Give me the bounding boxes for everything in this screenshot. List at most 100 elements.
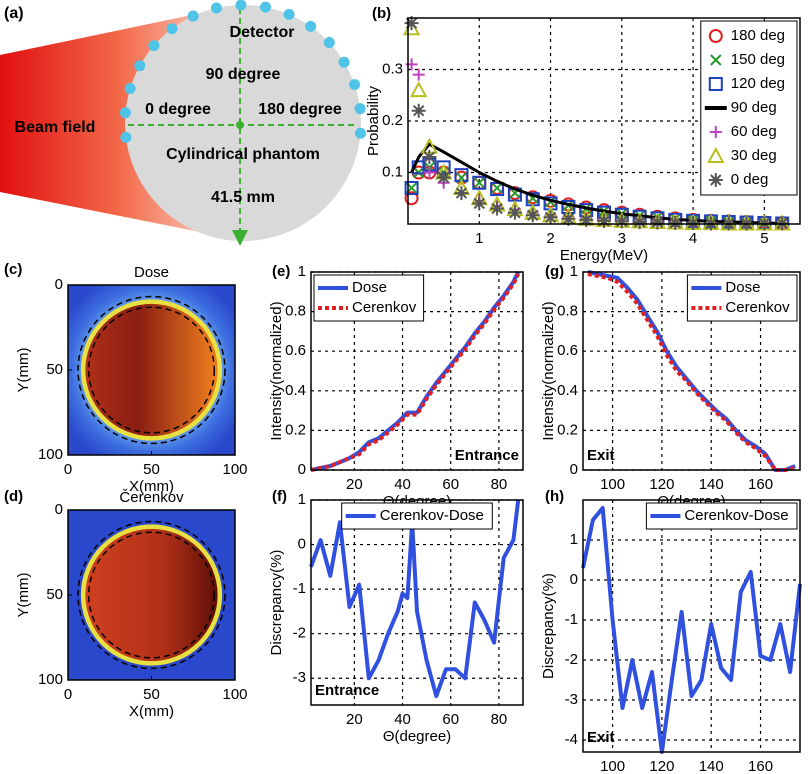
data-point [491,182,503,194]
legend-marker [708,173,723,187]
legend-label: 30 deg [731,147,777,164]
data-point [632,214,647,229]
y-tick-label: 0 [55,501,63,518]
x-tick-label: 50 [143,686,160,703]
legend-label: Cerenkov [725,299,790,316]
label: 41.5 mm [211,189,275,206]
contour [77,295,226,445]
y-axis-label: Intensity(normalized) [540,301,557,440]
x-axis-label: Θ(degree) [383,728,451,745]
x-tick-label: 100 [222,461,247,478]
data-point [410,80,428,98]
detector [148,40,160,52]
image-disk [85,303,218,437]
detector [354,103,366,115]
data-line [587,272,796,472]
y-tick-label: -2 [293,625,306,642]
x-tick-label: 160 [748,758,773,774]
panel-label: (e) [272,263,290,280]
x-tick-label: 120 [649,758,674,774]
legend-marker [707,146,725,163]
legend-box [686,274,798,322]
panel-label: (b) [372,5,391,22]
x-tick-label: 100 [600,758,625,774]
y-axis-label: Intensity(normalized) [268,301,285,440]
data-point [579,203,594,218]
data-point [650,215,665,230]
diagram: (a) Detector 90 degree 0 degree 180 degr… [0,0,367,246]
data-point [668,215,683,230]
y-tick-label: -2 [565,651,578,668]
data-point [404,191,419,206]
data-point [686,215,701,230]
data-point [525,208,540,223]
y-tick-label: -4 [565,731,578,748]
data-point [561,200,576,215]
annotation: Exit [587,729,615,746]
x-tick-label: 20 [346,476,363,493]
x-tick-label: 80 [491,476,508,493]
legend-label: 60 deg [731,123,777,140]
y-tick-label: 100 [38,671,63,688]
panel-label: (f) [272,488,287,505]
detector [349,79,361,91]
y-axis-label: Discrepancy(%) [268,550,285,656]
data-point [454,186,469,201]
x-tick-label: 140 [699,758,724,774]
contour [77,520,226,670]
data-point [525,192,540,207]
y-tick-label: 0 [298,461,306,478]
label: 90 degree [206,66,281,83]
panel-label: (h) [545,488,564,505]
data-point [543,210,558,225]
panel-label: (c) [4,261,22,278]
x-tick-label: 4 [689,230,697,247]
y-tick-label: 0.4 [557,382,578,399]
detector [338,56,350,68]
y-tick-label: 0 [55,276,63,293]
plot-frame [310,499,524,706]
plot-frame [407,17,801,225]
x-tick-label: 20 [346,711,363,728]
x-tick-label: 0 [64,461,72,478]
data-line [581,506,802,754]
y-tick-label: 100 [38,446,63,463]
y-tick-label: 0.3 [382,60,403,77]
data-point [412,68,425,81]
legend-label: 120 deg [731,75,785,92]
x-axis-label: X(mm) [129,703,174,720]
legend-label: 180 deg [731,27,785,44]
y-tick-label: 0.6 [557,342,578,359]
y-tick-label: 0.2 [557,421,578,438]
detector [119,107,131,119]
legend-label: Cerenkov [352,299,417,316]
annotation: Entrance [315,682,379,699]
legend-box [313,274,425,322]
x-tick-label: 0 [64,686,72,703]
detector [120,131,132,143]
chart-title: Čerenkov [119,489,184,506]
data-point [472,196,487,211]
y-tick-label: 0.6 [285,342,306,359]
data-point [561,211,576,226]
legend-label: Dose [352,279,387,296]
detector [260,1,272,13]
y-tick-label: 0.4 [285,382,306,399]
legend-marker [710,54,722,66]
y-tick-label: -3 [565,691,578,708]
contour [87,306,216,434]
legend-marker [709,126,722,138]
legend-label: 0 deg [731,171,769,188]
label: Detector [230,24,295,41]
data-point [473,177,485,189]
center-dot [236,121,244,129]
detector [283,8,295,20]
image-ring [80,524,223,666]
data-line [310,273,520,472]
legend-label: 150 deg [731,51,785,68]
y-tick-label: 0 [570,461,578,478]
data-point [454,168,469,183]
y-axis-label: Y(mm) [15,348,32,393]
legend-label: Dose [725,279,760,296]
